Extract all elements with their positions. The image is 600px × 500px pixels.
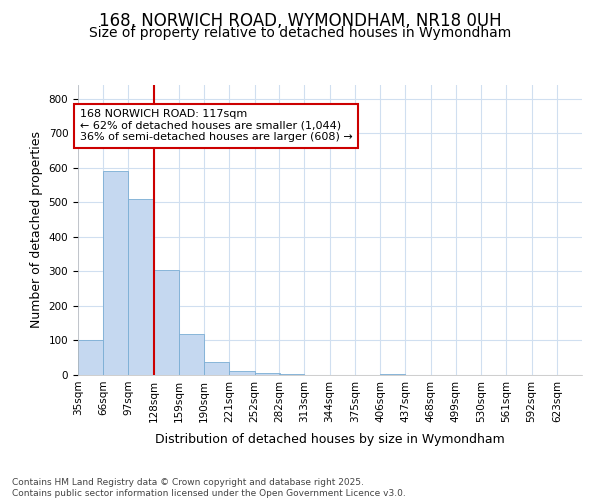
X-axis label: Distribution of detached houses by size in Wymondham: Distribution of detached houses by size … (155, 433, 505, 446)
Bar (103, 172, 128, 375)
Text: 168 NORWICH ROAD: 117sqm
← 62% of detached houses are smaller (1,044)
36% of sem: 168 NORWICH ROAD: 117sqm ← 62% of detach… (80, 109, 352, 142)
Bar (279, 374, 304, 375)
Bar (154, 270, 179, 375)
Text: 168, NORWICH ROAD, WYMONDHAM, NR18 0UH: 168, NORWICH ROAD, WYMONDHAM, NR18 0UH (98, 12, 502, 30)
Bar (179, 334, 204, 375)
Bar (204, 362, 229, 375)
Text: Contains HM Land Registry data © Crown copyright and database right 2025.
Contai: Contains HM Land Registry data © Crown c… (12, 478, 406, 498)
Bar (78, 340, 103, 375)
Bar (254, 374, 280, 375)
Bar (128, 199, 154, 375)
Text: Size of property relative to detached houses in Wymondham: Size of property relative to detached ho… (89, 26, 511, 40)
Bar (380, 374, 406, 375)
Y-axis label: Number of detached properties: Number of detached properties (30, 132, 43, 328)
Bar (229, 370, 254, 375)
